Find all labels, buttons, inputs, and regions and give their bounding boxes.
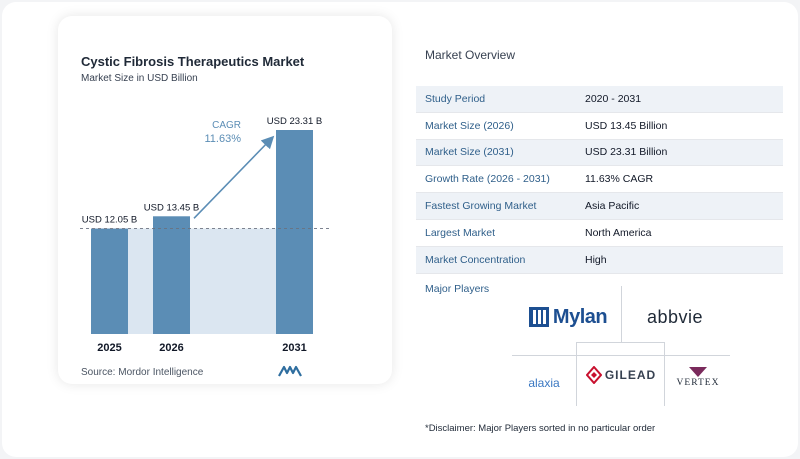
gilead-logo-text: GILEAD	[604, 368, 657, 382]
overview-label: Largest Market	[425, 226, 496, 239]
bar-2025	[91, 228, 128, 334]
overview-label: Study Period	[425, 92, 486, 105]
overview-value: USD 13.45 Billion	[585, 119, 668, 132]
overview-row: Market Size (2026) USD 13.45 Billion	[416, 113, 783, 140]
overview-label: Market Size (2031)	[425, 146, 514, 159]
overview-value: North America	[585, 226, 652, 239]
logo-divider	[576, 342, 577, 406]
overview-title: Market Overview	[425, 48, 516, 62]
chart-subtitle: Market Size in USD Billion	[81, 73, 198, 84]
overview-row: Market Size (2031) USD 23.31 Billion	[416, 139, 783, 167]
cagr-arrow	[193, 135, 275, 219]
gilead-logo: GILEAD	[580, 362, 662, 388]
logo-divider	[576, 342, 664, 343]
overview-table: Study Period 2020 - 2031 Market Size (202…	[416, 86, 783, 274]
overview-row: Market Concentration High	[416, 246, 783, 274]
major-players-title: Major Players	[425, 283, 490, 295]
tick-label-2026: 2026	[159, 342, 183, 354]
data-label-2026: USD 13.45 B	[144, 202, 199, 213]
cagr-value: 11.63%	[205, 133, 242, 145]
gilead-logo-icon	[585, 366, 602, 384]
vertex-logo-text: VERTEX	[676, 378, 720, 388]
logo-divider	[512, 355, 730, 356]
alaxia-logo: alaxia	[514, 372, 574, 394]
data-label-2025: USD 12.05 B	[82, 215, 137, 226]
mordor-intelligence-logo-icon	[278, 365, 302, 377]
overview-value: High	[585, 253, 607, 266]
overview-label: Market Size (2026)	[425, 119, 514, 132]
bar-2031	[276, 130, 313, 334]
logo-divider	[664, 342, 665, 406]
abbvie-logo: abbvie	[630, 304, 720, 330]
overview-label: Fastest Growing Market	[425, 200, 537, 213]
overview-value: 11.63% CAGR	[585, 173, 654, 186]
data-label-2031: USD 23.31 B	[267, 116, 322, 127]
logo-divider	[621, 286, 622, 342]
overview-row: Study Period 2020 - 2031	[416, 86, 783, 113]
overview-label: Growth Rate (2026 - 2031)	[425, 173, 550, 186]
overview-label: Market Concentration	[425, 253, 526, 266]
overview-row: Largest Market North America	[416, 220, 783, 247]
cagr-label: CAGR	[212, 120, 241, 131]
overview-row: Growth Rate (2026 - 2031) 11.63% CAGR	[416, 166, 783, 194]
abbvie-logo-text: abbvie	[646, 306, 704, 327]
overview-value: 2020 - 2031	[585, 92, 642, 105]
overview-value: USD 23.31 Billion	[585, 146, 668, 159]
mylan-logo: Mylan	[520, 304, 616, 330]
bar-2026	[153, 216, 190, 334]
vertex-logo: VERTEX	[668, 360, 728, 394]
tick-label-2031: 2031	[282, 342, 306, 354]
chart-title: Cystic Fibrosis Therapeutics Market	[81, 54, 305, 69]
disclaimer: *Disclaimer: Major Players sorted in no …	[425, 423, 656, 434]
tick-label-2025: 2025	[97, 342, 121, 354]
overview-value: Asia Pacific	[585, 200, 640, 213]
mylan-logo-icon	[528, 307, 549, 327]
overview-row: Fastest Growing Market Asia Pacific	[416, 193, 783, 220]
source-text: Source: Mordor Intelligence	[81, 367, 204, 378]
growth-band	[128, 228, 276, 334]
mylan-logo-text: Mylan	[552, 305, 608, 328]
vertex-logo-icon	[689, 367, 707, 377]
alaxia-logo-text: alaxia	[528, 376, 560, 390]
